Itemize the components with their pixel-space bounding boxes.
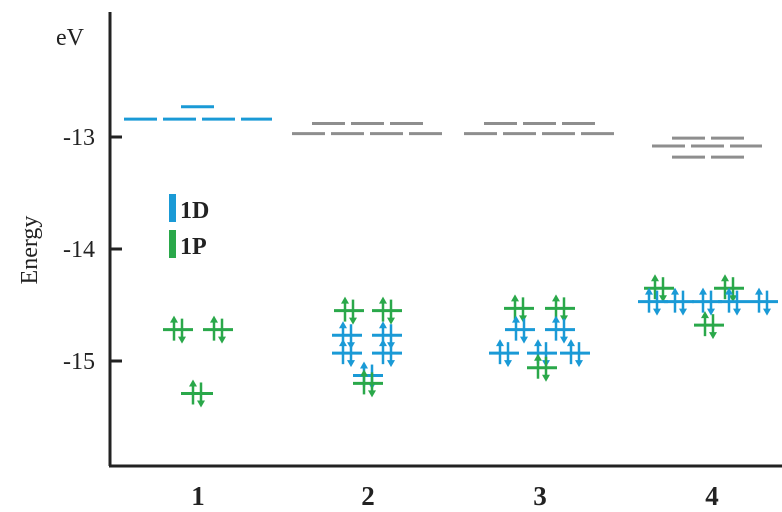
occupied-level-1D: [489, 339, 519, 368]
occupied-level-1P: [545, 294, 575, 323]
occupied-level-1D: [527, 339, 557, 368]
column-2: [292, 122, 442, 398]
energy-levels: [124, 105, 778, 408]
occupied-level-1D: [505, 315, 535, 344]
occupied-level-1P: [334, 296, 364, 325]
occupied-level-1D: [332, 339, 362, 368]
occupied-level-1D: [560, 339, 590, 368]
column-1: [124, 105, 272, 408]
occupied-level-1P: [694, 311, 724, 340]
occupied-level-1D: [638, 287, 668, 316]
y-ticks: -13 -14 -15: [63, 125, 122, 375]
occupied-level-1P: [203, 315, 233, 344]
legend-swatch-1D: [169, 194, 176, 222]
occupied-level-1D: [332, 321, 362, 350]
occupied-level-1D: [545, 315, 575, 344]
column-3: [464, 122, 614, 382]
occupied-level-1P: [504, 294, 534, 323]
occupied-level-1P: [527, 353, 557, 382]
x-category-labels: 1 2 3 4: [191, 481, 719, 511]
occupied-level-1D: [353, 361, 383, 390]
occupied-level-1D: [664, 287, 694, 316]
legend-label: 1D: [180, 198, 209, 224]
legend-label: 1P: [180, 234, 207, 260]
x-category-label: 4: [705, 481, 719, 511]
y-axis-label: Energy: [17, 216, 43, 285]
y-unit-label: eV: [56, 25, 85, 51]
occupied-level-1P: [163, 315, 193, 344]
occupied-level-1D: [748, 287, 778, 316]
occupied-level-1P: [181, 379, 213, 408]
occupied-level-1D: [718, 287, 748, 316]
occupied-level-1D: [372, 321, 402, 350]
x-category-label: 1: [191, 481, 205, 511]
x-category-label: 3: [533, 481, 547, 511]
x-category-label: 2: [361, 481, 375, 511]
column-4: [638, 136, 778, 340]
legend-swatch-1P: [169, 230, 176, 258]
occupied-level-1P: [353, 369, 383, 398]
y-tick-label: -14: [63, 237, 95, 263]
y-tick-label: -13: [63, 125, 95, 151]
occupied-level-1D: [372, 339, 402, 368]
occupied-level-1D: [692, 287, 722, 316]
y-tick-label: -15: [63, 349, 95, 375]
occupied-level-1P: [372, 296, 402, 325]
